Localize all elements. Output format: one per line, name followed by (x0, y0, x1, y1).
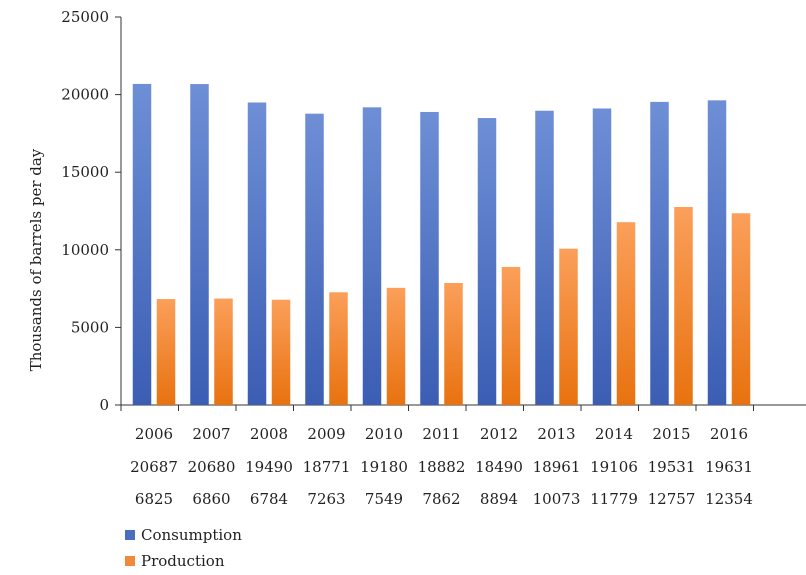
bar-production (444, 282, 463, 405)
x-tick-label: 2011 (422, 425, 460, 443)
bar-production (329, 292, 348, 405)
bar-production (386, 287, 406, 405)
data-label-consumption: 19106 (590, 458, 638, 476)
bar-consumption (362, 107, 382, 405)
data-label-production: 12757 (648, 490, 696, 508)
bar-production (559, 248, 578, 405)
bar-production (271, 299, 291, 405)
data-label-consumption: 18961 (533, 458, 581, 476)
legend: Consumption Production (125, 526, 242, 570)
x-tick-label: 2016 (710, 425, 748, 443)
x-axis-labels: 2006 2007 2008 2009 2010 2011 2012 2013 2014 2015… (120, 405, 754, 443)
data-label-consumption: 19180 (360, 458, 408, 476)
bar-consumption (305, 113, 324, 406)
x-tick-label: 2007 (192, 425, 230, 443)
legend-label-production: Production (141, 552, 225, 570)
bar-production (156, 299, 176, 405)
bar-consumption (420, 111, 439, 406)
y-axis-label: Thousands of barrels per day (27, 148, 45, 371)
data-label-consumption: 18490 (475, 458, 523, 476)
bar-consumption (477, 118, 497, 405)
data-label-production: 11779 (590, 490, 638, 508)
bar-consumption (650, 101, 669, 406)
x-tick-label: 2014 (595, 425, 633, 443)
data-label-production: 12354 (705, 490, 753, 508)
data-label-production: 6860 (192, 490, 230, 508)
x-tick-label: 2008 (250, 425, 288, 443)
data-label-production: 6825 (135, 490, 173, 508)
x-tick-label: 2010 (365, 425, 403, 443)
data-label-production: 6784 (250, 490, 288, 508)
bar-production (616, 222, 636, 405)
bar-production (674, 207, 693, 405)
data-label-consumption: 19531 (648, 458, 696, 476)
data-label-production: 7862 (422, 490, 460, 508)
bar-consumption (132, 83, 152, 406)
bar-consumption (190, 84, 209, 406)
y-tick-label: 0 (99, 396, 109, 414)
data-label-production: 7263 (307, 490, 345, 508)
data-label-consumption: 19490 (245, 458, 293, 476)
bar-production (731, 213, 751, 405)
x-tick-label: 2013 (537, 425, 575, 443)
data-label-production: 10073 (533, 490, 581, 508)
data-label-consumption: 19631 (705, 458, 753, 476)
data-label-consumption: 18771 (303, 458, 351, 476)
y-tick-label: 20000 (61, 86, 109, 104)
legend-swatch-consumption (125, 530, 135, 540)
y-tick-label: 5000 (71, 318, 109, 336)
y-tick-label: 25000 (61, 8, 109, 26)
bar-consumption (535, 110, 554, 405)
bar-consumption (707, 100, 727, 406)
data-table: 20687 20680 19490 18771 19180 18882 18490 18961… (130, 458, 753, 508)
legend-label-consumption: Consumption (141, 526, 242, 544)
x-tick-label: 2006 (135, 425, 173, 443)
bars-group (132, 83, 751, 406)
data-label-consumption: 20680 (188, 458, 236, 476)
x-tick-label: 2015 (652, 425, 690, 443)
data-label-consumption: 18882 (418, 458, 466, 476)
bar-consumption (247, 102, 267, 405)
bar-production (501, 266, 521, 405)
x-tick-label: 2012 (480, 425, 518, 443)
bar-consumption (592, 108, 612, 405)
data-label-consumption: 20687 (130, 458, 178, 476)
y-tick-label: 10000 (61, 241, 109, 259)
x-tick-label: 2009 (307, 425, 345, 443)
y-axis: 0 5000 10000 15000 20000 25000 (61, 8, 121, 414)
data-label-production: 7549 (365, 490, 403, 508)
y-tick-label: 15000 (61, 163, 109, 181)
data-label-production: 8894 (480, 490, 518, 508)
bar-production (214, 298, 233, 405)
legend-swatch-production (125, 556, 135, 566)
